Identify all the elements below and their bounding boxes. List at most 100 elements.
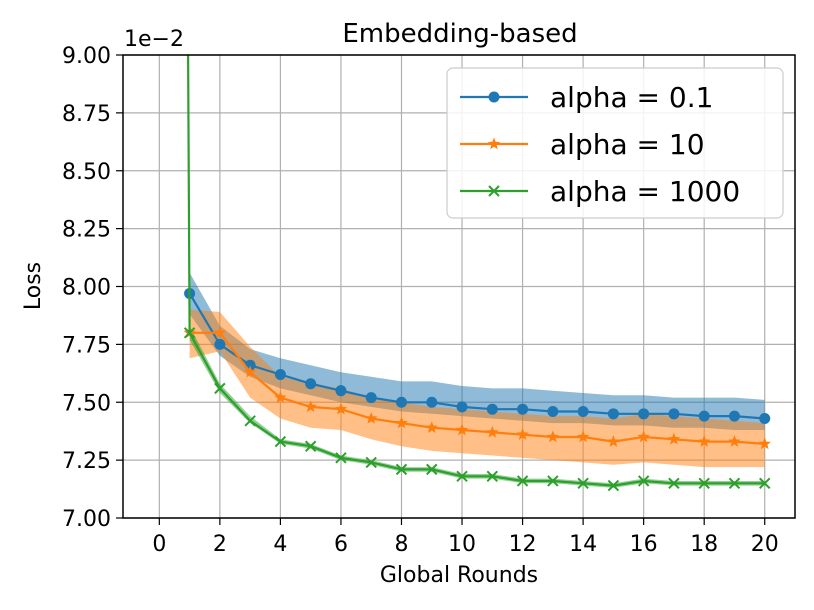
data-point-star — [758, 437, 771, 450]
data-point-x — [607, 479, 620, 492]
data-point-star — [667, 432, 681, 445]
data-point-star — [637, 430, 650, 443]
data-point-x — [759, 477, 771, 489]
data-point-star — [728, 435, 741, 447]
data-point-x — [304, 440, 317, 452]
data-point-x — [183, 327, 196, 339]
data-point-x — [214, 382, 226, 395]
series-markers-2 — [183, 327, 771, 492]
series-lines — [183, 55, 771, 492]
y-tick-label: 8.00 — [62, 276, 111, 301]
data-point-star — [213, 326, 227, 339]
data-point-x — [488, 185, 500, 197]
data-point-circle — [214, 338, 226, 350]
legend-entry: alpha = 1000 — [460, 175, 740, 208]
data-point-star — [395, 416, 408, 429]
data-point-star — [607, 435, 620, 447]
data-point-star — [486, 425, 499, 438]
y-offset-text: 1e−2 — [124, 27, 184, 52]
confidence-bands — [189, 272, 765, 488]
data-point-star — [304, 400, 317, 413]
x-axis-label: Global Rounds — [380, 563, 538, 588]
data-point-circle — [517, 403, 529, 415]
data-point-x — [486, 470, 499, 483]
data-point-circle — [759, 412, 771, 424]
y-tick-label: 7.00 — [62, 507, 111, 532]
data-point-x — [577, 477, 589, 489]
data-point-star — [487, 137, 501, 150]
legend-label: alpha = 10 — [550, 128, 705, 161]
data-point-circle — [305, 378, 317, 390]
x-tick-label: 6 — [334, 532, 348, 557]
y-tick-label: 7.50 — [62, 391, 111, 416]
y-tick-label: 7.25 — [62, 449, 111, 474]
x-tick-label: 16 — [630, 532, 658, 557]
data-point-x — [244, 415, 256, 427]
data-point-x — [698, 477, 710, 489]
legend-box — [446, 67, 784, 219]
data-point-x — [426, 463, 438, 476]
data-point-circle — [547, 406, 559, 418]
x-tick-label: 12 — [509, 532, 537, 557]
y-tick-label: 8.25 — [62, 218, 111, 243]
data-point-circle — [486, 403, 498, 415]
x-tick-label: 2 — [213, 532, 227, 557]
x-tick-label: 4 — [273, 532, 287, 557]
x-tick-label: 20 — [751, 532, 779, 557]
data-point-circle — [456, 401, 468, 413]
x-tick-label: 0 — [152, 532, 166, 557]
data-point-x — [516, 475, 529, 487]
y-tick-label: 7.75 — [62, 333, 111, 358]
data-point-circle — [607, 408, 619, 420]
data-point-x — [637, 475, 650, 487]
data-point-x — [365, 456, 377, 469]
data-point-star — [516, 428, 529, 440]
data-point-x — [456, 470, 468, 483]
x-tick-label: 10 — [448, 532, 476, 557]
data-point-circle — [426, 396, 438, 408]
axis-ticks: 0 2 4 6 8 10 12 14 16 18 20 7.00 7.25 7.50 7.75 8.00 8.2… — [62, 44, 779, 557]
series-line-1 — [189, 331, 765, 445]
data-point-star — [455, 423, 469, 436]
x-tick-label: 14 — [569, 532, 597, 557]
data-point-star — [698, 435, 711, 447]
data-point-star — [243, 365, 257, 378]
chart-title: Embedding-based — [342, 19, 577, 49]
data-point-circle — [395, 396, 407, 408]
data-point-star — [365, 411, 378, 424]
legend-entry: alpha = 10 — [460, 128, 705, 161]
legend-label: alpha = 1000 — [550, 175, 740, 208]
data-point-star — [334, 402, 348, 415]
data-point-x — [395, 463, 408, 476]
data-point-x — [728, 477, 741, 489]
y-axis-label: Loss — [21, 262, 46, 310]
data-point-x — [547, 475, 559, 487]
x-tick-label: 18 — [690, 532, 718, 557]
data-point-star — [425, 421, 438, 433]
legend-entry: alpha = 0.1 — [460, 81, 713, 114]
confidence-band-1 — [189, 309, 765, 468]
data-point-circle — [577, 406, 589, 418]
data-point-circle — [488, 91, 500, 103]
data-point-star — [576, 430, 590, 443]
data-point-circle — [365, 392, 377, 404]
y-tick-label: 9.00 — [62, 44, 111, 69]
data-point-circle — [335, 385, 347, 397]
y-tick-label: 8.50 — [62, 160, 111, 185]
y-tick-label: 8.75 — [62, 102, 111, 127]
data-point-circle — [728, 410, 740, 422]
x-tick-label: 8 — [394, 532, 408, 557]
data-point-circle — [274, 368, 286, 380]
series-markers-0 — [184, 287, 771, 424]
data-point-circle — [668, 408, 680, 420]
data-point-x — [668, 477, 680, 489]
legend: alpha = 0.1 alpha = 10 alpha = 1000 — [446, 67, 784, 219]
data-point-circle — [698, 410, 710, 422]
data-point-x — [274, 435, 287, 448]
data-point-star — [274, 391, 287, 403]
data-point-star — [546, 430, 560, 443]
legend-label: alpha = 0.1 — [550, 81, 713, 114]
data-point-circle — [638, 408, 650, 420]
data-point-x — [335, 452, 347, 464]
